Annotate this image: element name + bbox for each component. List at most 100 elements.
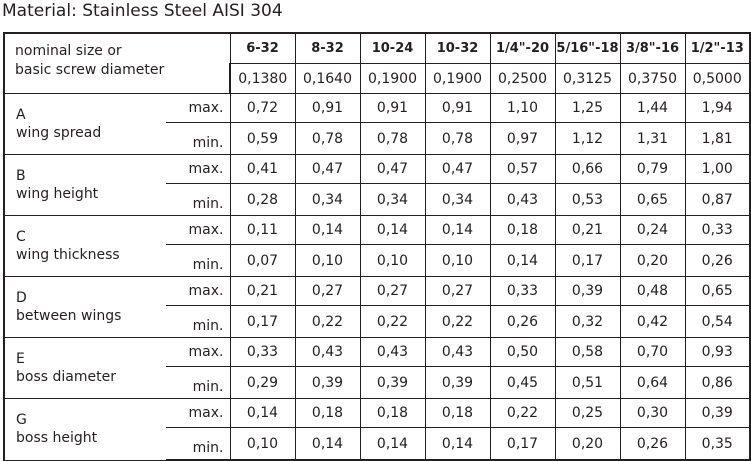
- value-cell: 1,10: [489, 93, 556, 123]
- value-cell: 0,21: [229, 276, 296, 306]
- value-cell: 0,78: [294, 122, 361, 155]
- table-body: nominal size or basic screw diameter 6-3…: [3, 32, 751, 461]
- header-row-sizes: nominal size or basic screw diameter 6-3…: [3, 32, 751, 94]
- value-cell: 0,59: [229, 122, 296, 155]
- dimensions-table: nominal size or basic screw diameter 6-3…: [3, 32, 751, 461]
- value-cell: 0,14: [229, 398, 296, 428]
- value-cell: 0,66: [554, 154, 621, 184]
- value-cell: 0,47: [359, 154, 426, 184]
- dimension-name: wing spread: [16, 125, 102, 141]
- diameter-cell: 0,1380: [229, 63, 296, 94]
- value-cell: 0,33: [229, 337, 296, 367]
- value-cell: 0,21: [554, 215, 621, 245]
- value-cell: 0,39: [554, 276, 621, 306]
- value-cell: 0,65: [619, 183, 686, 216]
- value-cell: 0,64: [619, 366, 686, 399]
- material-caption: Material: Stainless Steel AISI 304: [2, 1, 283, 21]
- value-cell: 0,14: [489, 244, 556, 277]
- limit-label-min: min.: [166, 244, 231, 277]
- value-cell: 0,14: [359, 215, 426, 245]
- value-cell: 0,53: [554, 183, 621, 216]
- value-cell: 0,22: [359, 305, 426, 338]
- value-cell: 0,33: [489, 276, 556, 306]
- value-cell: 0,78: [359, 122, 426, 155]
- limit-label-max: max.: [166, 398, 231, 428]
- dimension-label-cell: A wing spread: [3, 93, 166, 155]
- value-cell: 0,34: [424, 183, 491, 216]
- limit-label-max: max.: [166, 337, 231, 367]
- size-cell: 1/4"-20: [489, 32, 556, 64]
- value-cell: 0,07: [229, 244, 296, 277]
- table-row: D between wings max. 0,21 0,27 0,27 0,27…: [3, 276, 751, 338]
- diameter-cell: 0,2500: [489, 63, 556, 94]
- size-cell: 8-32: [294, 32, 361, 64]
- value-cell: 0,32: [554, 305, 621, 338]
- value-cell: 0,24: [619, 215, 686, 245]
- value-cell: 0,35: [684, 427, 751, 461]
- dimension-letter: E: [16, 351, 25, 367]
- value-cell: 1,12: [554, 122, 621, 155]
- dimension-name: wing thickness: [16, 247, 120, 263]
- value-cell: 0,26: [619, 427, 686, 461]
- table-row: min. 0,28 0,34 0,34 0,34 0,43 0,53 0,65 …: [4, 183, 751, 216]
- value-cell: 0,27: [424, 276, 491, 306]
- value-cell: 0,22: [424, 305, 491, 338]
- value-cell: 0,20: [554, 427, 621, 461]
- value-cell: 0,39: [684, 398, 751, 428]
- value-cell: 0,18: [489, 215, 556, 245]
- table-row: min. 0,59 0,78 0,78 0,78 0,97 1,12 1,31 …: [4, 122, 751, 155]
- value-cell: 0,72: [229, 93, 296, 123]
- value-cell: 0,50: [489, 337, 556, 367]
- value-cell: 0,10: [229, 427, 296, 461]
- value-cell: 0,34: [359, 183, 426, 216]
- value-cell: 0,29: [229, 366, 296, 399]
- value-cell: 0,48: [619, 276, 686, 306]
- value-cell: 0,51: [554, 366, 621, 399]
- dimension-label-cell: G boss height: [3, 398, 166, 461]
- value-cell: 0,28: [229, 183, 296, 216]
- value-cell: 1,31: [619, 122, 686, 155]
- value-cell: 0,47: [424, 154, 491, 184]
- size-cell: 10-24: [359, 32, 426, 64]
- value-cell: 0,10: [294, 244, 361, 277]
- value-cell: 0,70: [619, 337, 686, 367]
- value-cell: 0,18: [294, 398, 361, 428]
- diameter-cell: 0,5000: [684, 63, 751, 94]
- value-cell: 1,94: [684, 93, 751, 123]
- dimension-name: between wings: [16, 308, 122, 324]
- value-cell: 0,14: [359, 427, 426, 461]
- limit-label-max: max.: [166, 215, 231, 245]
- value-cell: 0,26: [684, 244, 751, 277]
- diameter-cell: 0,3750: [619, 63, 686, 94]
- value-cell: 0,14: [424, 427, 491, 461]
- header-label-cell: nominal size or basic screw diameter: [3, 32, 230, 94]
- value-cell: 0,22: [489, 398, 556, 428]
- diameter-cell: 0,3125: [554, 63, 621, 94]
- header-label-line2: basic screw diameter: [15, 62, 165, 78]
- limit-label-min: min.: [166, 305, 231, 338]
- size-cell: 1/2"-13: [684, 32, 751, 64]
- value-cell: 0,17: [489, 427, 556, 461]
- dimension-letter: A: [16, 107, 26, 123]
- value-cell: 0,30: [619, 398, 686, 428]
- value-cell: 0,14: [294, 427, 361, 461]
- dimension-label-cell: B wing height: [3, 154, 166, 216]
- value-cell: 0,34: [294, 183, 361, 216]
- value-cell: 1,81: [684, 122, 751, 155]
- table-row: min. 0,17 0,22 0,22 0,22 0,26 0,32 0,42 …: [4, 305, 751, 338]
- value-cell: 0,20: [619, 244, 686, 277]
- diameter-cell: 0,1900: [424, 63, 491, 94]
- table-row: G boss height max. 0,14 0,18 0,18 0,18 0…: [3, 398, 751, 461]
- size-cell: 6-32: [229, 32, 296, 64]
- value-cell: 0,86: [684, 366, 751, 399]
- header-row-diameters: 0,1380 0,1640 0,1900 0,1900 0,2500 0,312…: [4, 63, 751, 94]
- value-cell: 0,57: [489, 154, 556, 184]
- dimension-letter: C: [16, 229, 26, 245]
- value-cell: 0,91: [424, 93, 491, 123]
- value-cell: 0,78: [424, 122, 491, 155]
- value-cell: 0,14: [424, 215, 491, 245]
- dimension-name: boss height: [16, 430, 98, 446]
- value-cell: 1,25: [554, 93, 621, 123]
- value-cell: 0,18: [424, 398, 491, 428]
- table-row: C wing thickness max. 0,11 0,14 0,14 0,1…: [3, 215, 751, 277]
